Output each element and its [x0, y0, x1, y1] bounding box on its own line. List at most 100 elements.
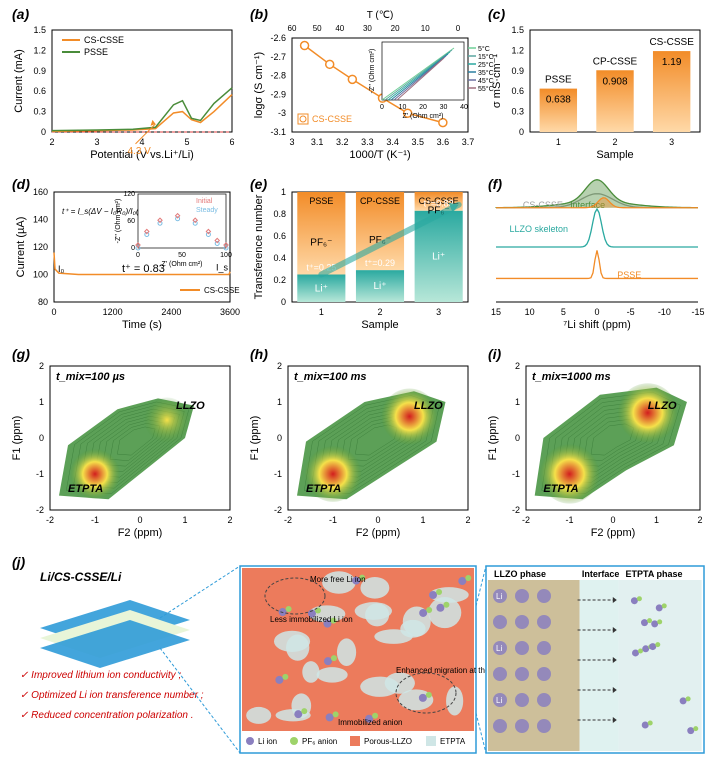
- svg-text:Current (mA): Current (mA): [13, 49, 25, 113]
- svg-text:0: 0: [277, 433, 282, 443]
- svg-text:3: 3: [436, 307, 441, 317]
- svg-text:Less immobilized Li ion: Less immobilized Li ion: [270, 615, 353, 624]
- label-b: (b): [250, 6, 268, 22]
- svg-text:-5: -5: [627, 307, 635, 317]
- svg-text:1: 1: [420, 515, 425, 525]
- svg-text:t_mix=1000 ms: t_mix=1000 ms: [532, 371, 611, 383]
- svg-text:F1 (ppm): F1 (ppm): [487, 416, 499, 461]
- svg-text:Interface: Interface: [582, 569, 620, 579]
- svg-text:30: 30: [363, 24, 372, 33]
- svg-text:Sample: Sample: [361, 319, 398, 331]
- svg-text:3.6: 3.6: [437, 137, 450, 147]
- svg-text:-2.9: -2.9: [270, 89, 286, 99]
- svg-text:-1: -1: [329, 515, 337, 525]
- svg-text:Li⁺: Li⁺: [373, 281, 386, 292]
- svg-text:-1: -1: [91, 515, 99, 525]
- svg-text:-2.7: -2.7: [270, 52, 286, 62]
- svg-text:⁷Li shift (ppm): ⁷Li shift (ppm): [563, 319, 631, 331]
- svg-text:2: 2: [227, 515, 232, 525]
- svg-text:60: 60: [288, 24, 297, 33]
- svg-text:-2: -2: [274, 505, 282, 515]
- svg-text:LLZO phase: LLZO phase: [494, 569, 546, 579]
- svg-text:0: 0: [51, 307, 56, 317]
- svg-text:ETPTA: ETPTA: [68, 483, 103, 495]
- svg-text:0.8: 0.8: [273, 209, 286, 219]
- svg-text:1: 1: [277, 397, 282, 407]
- svg-text:0.4: 0.4: [273, 253, 286, 263]
- svg-text:3.7: 3.7: [462, 137, 475, 147]
- svg-text:-2: -2: [512, 505, 520, 515]
- svg-text:2: 2: [39, 361, 44, 371]
- svg-text:20: 20: [419, 104, 427, 111]
- svg-text:3: 3: [669, 137, 674, 147]
- svg-text:F1 (ppm): F1 (ppm): [11, 416, 23, 461]
- svg-text:120: 120: [123, 191, 135, 198]
- label-f: (f): [488, 176, 502, 192]
- svg-text:1: 1: [319, 307, 324, 317]
- svg-text:3.5: 3.5: [411, 137, 424, 147]
- svg-text:0.6: 0.6: [273, 231, 286, 241]
- svg-text:Current (µA): Current (µA): [15, 217, 27, 278]
- svg-text:-1: -1: [36, 469, 44, 479]
- svg-text:-1: -1: [512, 469, 520, 479]
- svg-text:ETPTA: ETPTA: [440, 737, 466, 746]
- svg-text:0.908: 0.908: [602, 76, 627, 87]
- svg-text:Time (s): Time (s): [122, 319, 162, 331]
- svg-text:-1: -1: [565, 515, 573, 525]
- svg-text:LLZO: LLZO: [414, 400, 443, 412]
- svg-text:4.3 V: 4.3 V: [128, 146, 152, 157]
- svg-text:1000/T (K⁻¹): 1000/T (K⁻¹): [349, 149, 410, 161]
- svg-text:0: 0: [519, 127, 524, 137]
- svg-text:0.2: 0.2: [273, 275, 286, 285]
- svg-text:0: 0: [39, 433, 44, 443]
- svg-text:PSSE: PSSE: [309, 196, 333, 206]
- svg-text:1.2: 1.2: [511, 45, 524, 55]
- svg-text:0: 0: [281, 297, 286, 307]
- svg-text:0.638: 0.638: [546, 95, 571, 106]
- svg-text:LLZO: LLZO: [648, 400, 677, 412]
- svg-text:100: 100: [220, 252, 232, 259]
- svg-text:3: 3: [289, 137, 294, 147]
- svg-text:t⁺ = 0.83: t⁺ = 0.83: [122, 263, 165, 275]
- svg-text:15: 15: [491, 307, 501, 317]
- svg-text:0.3: 0.3: [33, 107, 46, 117]
- svg-text:More free Li ion: More free Li ion: [310, 575, 366, 584]
- svg-text:PSSE: PSSE: [617, 270, 641, 280]
- svg-text:1: 1: [654, 515, 659, 525]
- svg-text:1.5: 1.5: [511, 25, 524, 35]
- svg-text:t_mix=100 µs: t_mix=100 µs: [56, 371, 125, 383]
- svg-text:Initial: Initial: [196, 198, 213, 205]
- svg-text:CP-CSSE: CP-CSSE: [360, 196, 400, 206]
- svg-text:Immobilized anion: Immobilized anion: [338, 718, 402, 727]
- svg-text:0: 0: [137, 515, 142, 525]
- svg-text:I_s: I_s: [216, 263, 229, 273]
- svg-text:30: 30: [440, 104, 448, 111]
- j-cell-label: Li/CS-CSSE/Li: [40, 570, 121, 584]
- svg-text:t_mix=100 ms: t_mix=100 ms: [294, 371, 366, 383]
- svg-text:-10: -10: [658, 307, 671, 317]
- svg-text:σ mS·cm⁻¹: σ mS·cm⁻¹: [491, 54, 503, 108]
- svg-text:20: 20: [391, 24, 400, 33]
- svg-text:-3.1: -3.1: [270, 127, 286, 137]
- svg-text:F2 (ppm): F2 (ppm): [356, 527, 401, 539]
- svg-text:3600: 3600: [220, 307, 240, 317]
- svg-text:Li ion: Li ion: [258, 737, 277, 746]
- svg-text:F2 (ppm): F2 (ppm): [591, 527, 636, 539]
- svg-text:2: 2: [697, 515, 702, 525]
- svg-text:CP-CSSE: CP-CSSE: [593, 56, 638, 67]
- svg-text:t⁺=0.29: t⁺=0.29: [365, 258, 395, 268]
- svg-text:0: 0: [515, 433, 520, 443]
- svg-text:Steady: Steady: [196, 207, 218, 214]
- svg-text:ETPTA: ETPTA: [306, 483, 341, 495]
- svg-text:1: 1: [281, 187, 286, 197]
- svg-text:1.2: 1.2: [33, 45, 46, 55]
- svg-text:-2: -2: [46, 515, 54, 525]
- svg-text:0.9: 0.9: [511, 66, 524, 76]
- svg-text:PSSE: PSSE: [84, 47, 108, 57]
- svg-text:-2.8: -2.8: [270, 71, 286, 81]
- svg-text:10: 10: [421, 24, 430, 33]
- svg-text:0: 0: [594, 307, 599, 317]
- label-j: (j): [12, 554, 25, 570]
- svg-text:LLZO skeleton: LLZO skeleton: [509, 224, 568, 234]
- svg-text:PF₆ anion: PF₆ anion: [302, 737, 337, 746]
